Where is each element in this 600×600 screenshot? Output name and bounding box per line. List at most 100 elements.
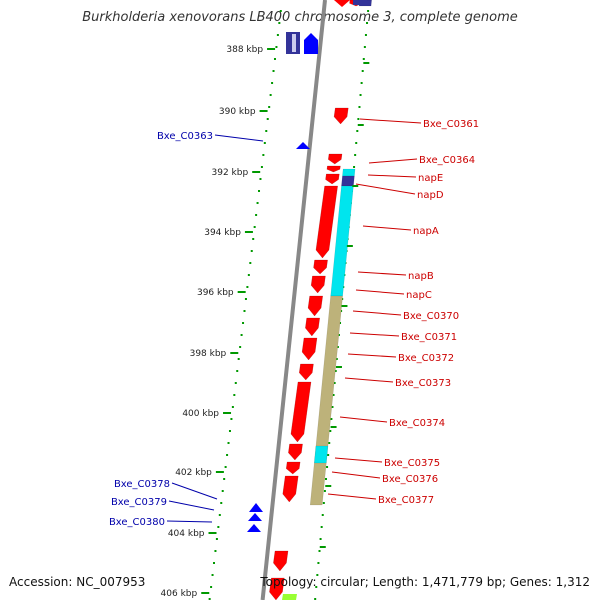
accession-text: Accession: NC_007953: [9, 575, 146, 589]
forward-gene-arrow: [326, 165, 341, 173]
label-leader: [331, 471, 381, 479]
tick-label: 402 kbp: [175, 468, 212, 478]
right-tick-dot: [331, 406, 334, 408]
right-tick-dot: [330, 418, 333, 420]
forward-gene-arrow: [269, 577, 285, 600]
label-leader: [359, 118, 422, 124]
tick-label: 404 kbp: [168, 529, 205, 539]
navy-gene-block: [353, 0, 367, 5]
forward-gene-arrow: [310, 275, 326, 294]
left-tick-dot: [212, 562, 215, 564]
navy-feature: [341, 175, 355, 187]
tick-label: 398 kbp: [190, 349, 227, 359]
right-tick-dot: [328, 442, 331, 444]
left-tick-dot: [262, 154, 265, 156]
right-tick-dot: [359, 94, 362, 96]
label-leader: [166, 520, 213, 523]
gene-label: Bxe_C0363: [157, 131, 213, 142]
genome-summary-text: Topology: circular; Length: 1,471,779 bp…: [260, 575, 590, 589]
left-tick-dot: [210, 586, 213, 588]
reverse-gene-arrow: [296, 142, 310, 149]
gene-label: napD: [417, 190, 444, 201]
left-tick-dot: [217, 526, 220, 528]
gene-label: napC: [406, 290, 432, 301]
left-tick-dot: [220, 502, 223, 504]
reverse-gene-arrow: [247, 524, 261, 532]
right-tick-dot: [318, 550, 321, 552]
tick-label: 392 kbp: [212, 168, 249, 178]
right-tick-dot: [315, 586, 318, 588]
gene-label: Bxe_C0370: [403, 311, 459, 322]
gene-label: Bxe_C0372: [398, 353, 454, 364]
label-leader: [327, 493, 377, 500]
left-tick-dot: [260, 166, 263, 168]
forward-gene-arrow: [333, 107, 349, 125]
left-tick-dot: [243, 310, 246, 312]
label-leader: [357, 271, 407, 276]
left-tick-dot: [273, 58, 276, 60]
forward-gene-arrow: [334, 0, 350, 7]
right-tick-dot: [332, 394, 335, 396]
left-tick-dot: [276, 34, 279, 36]
right-tick-dot: [317, 562, 320, 564]
left-tick-dot: [266, 118, 269, 120]
gene-track: [247, 0, 367, 600]
reverse-gene-arrow: [248, 513, 262, 521]
map-title: Burkholderia xenovorans LB400 chromosome…: [82, 10, 518, 25]
left-tick-dot: [246, 286, 249, 288]
left-tick-dot: [214, 550, 217, 552]
left-tick-dot: [258, 190, 261, 192]
forward-gene-arrow: [282, 475, 299, 503]
forward-gene-arrow: [315, 185, 338, 259]
left-tick-dot: [227, 442, 230, 444]
right-tick-dot: [323, 490, 326, 492]
tick-label: 396 kbp: [197, 288, 234, 298]
forward-gene-arrow: [290, 381, 312, 443]
forward-gene-arrow: [305, 317, 320, 337]
left-tick-dot: [255, 214, 258, 216]
cyan-feature: [314, 445, 329, 464]
left-tick-dot: [228, 430, 231, 432]
label-leader: [355, 183, 416, 195]
forward-gene-arrow: [325, 173, 340, 185]
left-tick-dot: [268, 106, 271, 108]
tick-label: 394 kbp: [204, 228, 241, 238]
right-tick-dot: [324, 478, 327, 480]
left-tick-dot: [242, 322, 245, 324]
gene-label: Bxe_C0377: [378, 495, 434, 506]
forward-gene-arrow: [288, 443, 303, 461]
right-tick-dot: [334, 370, 337, 372]
label-leader: [349, 332, 400, 337]
forward-gene-arrow: [298, 363, 314, 381]
forward-gene-arrow: [273, 550, 289, 572]
left-tick-dot: [244, 298, 247, 300]
forward-gene-arrow: [301, 337, 318, 361]
gene-label: Bxe_C0371: [401, 332, 457, 343]
left-tick-dot: [208, 598, 211, 600]
gene-label: Bxe_C0376: [382, 474, 438, 485]
right-tick-dot: [321, 514, 324, 516]
gene-label: napA: [413, 226, 439, 237]
backbone: [260, 0, 327, 600]
right-tick-dot: [339, 322, 342, 324]
right-tick-dot: [353, 166, 356, 168]
right-tick-dot: [316, 574, 319, 576]
right-tick-dot: [358, 106, 361, 108]
left-tick-dot: [221, 490, 224, 492]
left-tick-dot: [239, 346, 242, 348]
label-leader: [339, 416, 388, 423]
left-tick-dot: [252, 238, 255, 240]
left-tick-dot: [250, 250, 253, 252]
right-tick-dot: [337, 334, 340, 336]
gene-label: Bxe_C0361: [423, 119, 479, 130]
lime-feature: [282, 594, 297, 600]
gene-label: Bxe_C0378: [114, 479, 170, 490]
right-tick-dot: [314, 598, 317, 600]
cyan-feature: [342, 168, 356, 177]
label-leader: [352, 310, 402, 316]
left-tick-dot: [249, 262, 252, 264]
tick-label: 400 kbp: [182, 409, 219, 419]
gene-label: Bxe_C0364: [419, 155, 475, 166]
left-tick-dot: [272, 70, 275, 72]
